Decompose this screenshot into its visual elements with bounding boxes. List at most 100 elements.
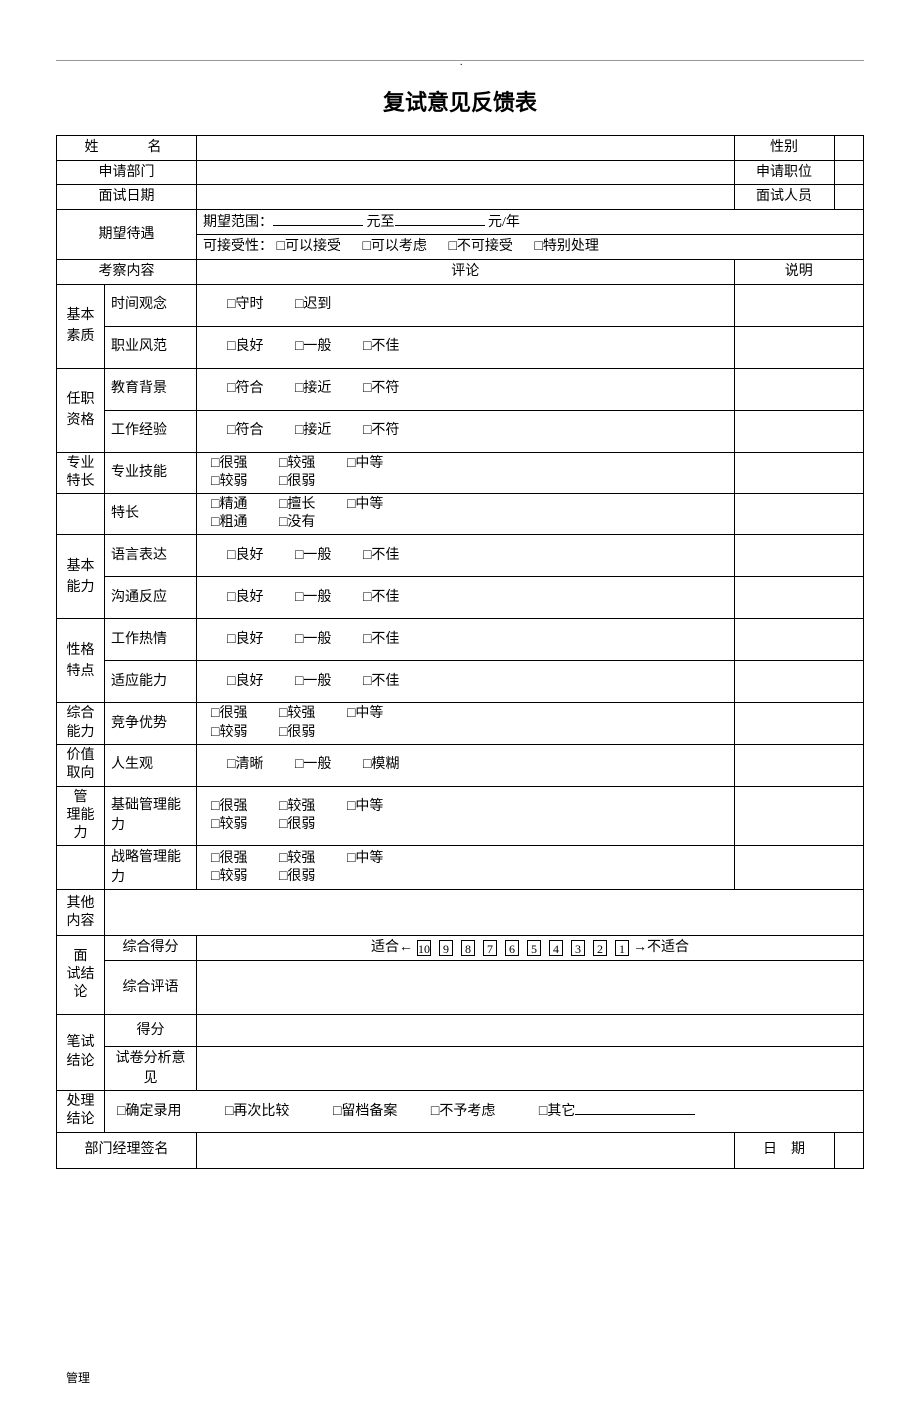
checkbox-opt[interactable]: □良好 [227, 337, 263, 357]
sign-date-value[interactable] [834, 1132, 863, 1168]
checkbox-opt[interactable]: □较强 [279, 455, 315, 473]
checkbox-opt[interactable]: □粗通 [211, 514, 247, 532]
note-cell[interactable] [734, 661, 863, 703]
checkbox-opt[interactable]: □中等 [347, 705, 383, 723]
overall-comment-value[interactable] [197, 961, 864, 1015]
score-box[interactable]: 3 [571, 940, 585, 956]
eval-cell[interactable]: □符合 □接近 □不符 [197, 368, 735, 410]
checkbox-opt[interactable]: □一般 [295, 588, 331, 608]
checkbox-opt[interactable]: □一般 [295, 755, 331, 775]
eval-cell[interactable]: □很强 □较强 □中等 □较弱 □很弱 [197, 846, 735, 890]
score-box[interactable]: 4 [549, 940, 563, 956]
checkbox-opt[interactable]: □较弱 [211, 816, 247, 834]
decision-opt[interactable]: □确定录用 [117, 1102, 181, 1122]
checkbox-opt[interactable]: □不佳 [363, 630, 399, 650]
checkbox-opt[interactable]: □中等 [347, 850, 383, 868]
name-value[interactable] [197, 136, 735, 161]
checkbox-opt[interactable]: □接近 [295, 379, 331, 399]
score-row[interactable]: 适合←10987654321→不适合 [197, 936, 864, 961]
score-box[interactable]: 7 [483, 940, 497, 956]
score-box[interactable]: 2 [593, 940, 607, 956]
checkbox-opt[interactable]: □一般 [295, 337, 331, 357]
eval-cell[interactable]: □符合 □接近 □不符 [197, 410, 735, 452]
checkbox-opt[interactable]: □不符 [363, 379, 399, 399]
other-content-value[interactable] [105, 890, 864, 936]
checkbox-opt[interactable]: □一般 [295, 546, 331, 566]
score-box[interactable]: 8 [461, 940, 475, 956]
checkbox-opt[interactable]: □中等 [347, 455, 383, 473]
checkbox-opt[interactable]: □较弱 [211, 724, 247, 742]
decision-opt[interactable]: □再次比较 [225, 1102, 289, 1122]
checkbox-opt[interactable]: □中等 [347, 496, 383, 514]
checkbox-opt[interactable]: □很弱 [279, 816, 315, 834]
checkbox-opt[interactable]: □不佳 [363, 337, 399, 357]
decision-opt[interactable]: □留档备案 [333, 1102, 397, 1122]
checkbox-opt[interactable]: □良好 [227, 672, 263, 692]
checkbox-opt[interactable]: □符合 [227, 421, 263, 441]
interview-date-value[interactable] [197, 185, 735, 210]
checkbox-opt[interactable]: □良好 [227, 588, 263, 608]
acceptability-row[interactable]: 可接受性： □可以接受 □可以考虑 □不可接受 □特别处理 [197, 235, 864, 260]
score-box[interactable]: 6 [505, 940, 519, 956]
note-cell[interactable] [734, 493, 863, 534]
note-cell[interactable] [734, 846, 863, 890]
decision-row[interactable]: □确定录用 □再次比较 □留档备案 □不予考虑 □其它 [105, 1091, 864, 1132]
checkbox-opt[interactable]: □不符 [363, 421, 399, 441]
note-cell[interactable] [734, 744, 863, 786]
score-box[interactable]: 9 [439, 940, 453, 956]
dept-value[interactable] [197, 160, 735, 185]
eval-cell[interactable]: □很强 □较强 □中等 □较弱 □很弱 [197, 703, 735, 744]
gender-value[interactable] [834, 136, 863, 161]
eval-cell[interactable]: □精通 □擅长 □中等 □粗通 □没有 [197, 493, 735, 534]
note-cell[interactable] [734, 577, 863, 619]
checkbox-opt[interactable]: □不佳 [363, 546, 399, 566]
written-analysis-value[interactable] [197, 1047, 864, 1091]
eval-cell[interactable]: □很强 □较强 □中等 □较弱 □很弱 [197, 452, 735, 493]
checkbox-opt[interactable]: □不佳 [363, 672, 399, 692]
eval-cell[interactable]: □良好 □一般 □不佳 [197, 661, 735, 703]
eval-cell[interactable]: □良好 □一般 □不佳 [197, 326, 735, 368]
checkbox-opt[interactable]: □很强 [211, 705, 247, 723]
manager-sign-value[interactable] [197, 1132, 735, 1168]
checkbox-opt[interactable]: □很弱 [279, 868, 315, 886]
written-score-value[interactable] [197, 1015, 864, 1047]
note-cell[interactable] [734, 535, 863, 577]
checkbox-opt[interactable]: □迟到 [295, 295, 331, 315]
decision-other[interactable]: □其它 [539, 1104, 575, 1119]
eval-cell[interactable]: □很强 □较强 □中等 □较弱 □很弱 [197, 786, 735, 846]
checkbox-opt[interactable]: □模糊 [363, 755, 399, 775]
checkbox-opt[interactable]: □较强 [279, 850, 315, 868]
accept-opt[interactable]: □可以考虑 [362, 237, 426, 257]
checkbox-opt[interactable]: □精通 [211, 496, 247, 514]
accept-opt[interactable]: □特别处理 [534, 237, 598, 257]
eval-cell[interactable]: □清晰 □一般 □模糊 [197, 744, 735, 786]
checkbox-opt[interactable]: □很强 [211, 850, 247, 868]
checkbox-opt[interactable]: □很强 [211, 798, 247, 816]
checkbox-opt[interactable]: □较强 [279, 705, 315, 723]
note-cell[interactable] [734, 284, 863, 326]
accept-opt[interactable]: □不可接受 [448, 237, 512, 257]
checkbox-opt[interactable]: □擅长 [279, 496, 315, 514]
note-cell[interactable] [734, 368, 863, 410]
checkbox-opt[interactable]: □中等 [347, 798, 383, 816]
checkbox-opt[interactable]: □接近 [295, 421, 331, 441]
score-box[interactable]: 1 [615, 940, 629, 956]
note-cell[interactable] [734, 452, 863, 493]
note-cell[interactable] [734, 786, 863, 846]
salary-range-row[interactable]: 期望范围： 元至 元/年 [197, 209, 864, 235]
eval-cell[interactable]: □良好 □一般 □不佳 [197, 577, 735, 619]
note-cell[interactable] [734, 410, 863, 452]
checkbox-opt[interactable]: □良好 [227, 546, 263, 566]
eval-cell[interactable]: □良好 □一般 □不佳 [197, 535, 735, 577]
note-cell[interactable] [734, 619, 863, 661]
checkbox-opt[interactable]: □一般 [295, 672, 331, 692]
checkbox-opt[interactable]: □很弱 [279, 724, 315, 742]
score-box[interactable]: 10 [417, 940, 431, 956]
score-box[interactable]: 5 [527, 940, 541, 956]
note-cell[interactable] [734, 326, 863, 368]
note-cell[interactable] [734, 703, 863, 744]
checkbox-opt[interactable]: □不佳 [363, 588, 399, 608]
checkbox-opt[interactable]: □较弱 [211, 868, 247, 886]
checkbox-opt[interactable]: □符合 [227, 379, 263, 399]
decision-opt[interactable]: □不予考虑 [431, 1102, 495, 1122]
